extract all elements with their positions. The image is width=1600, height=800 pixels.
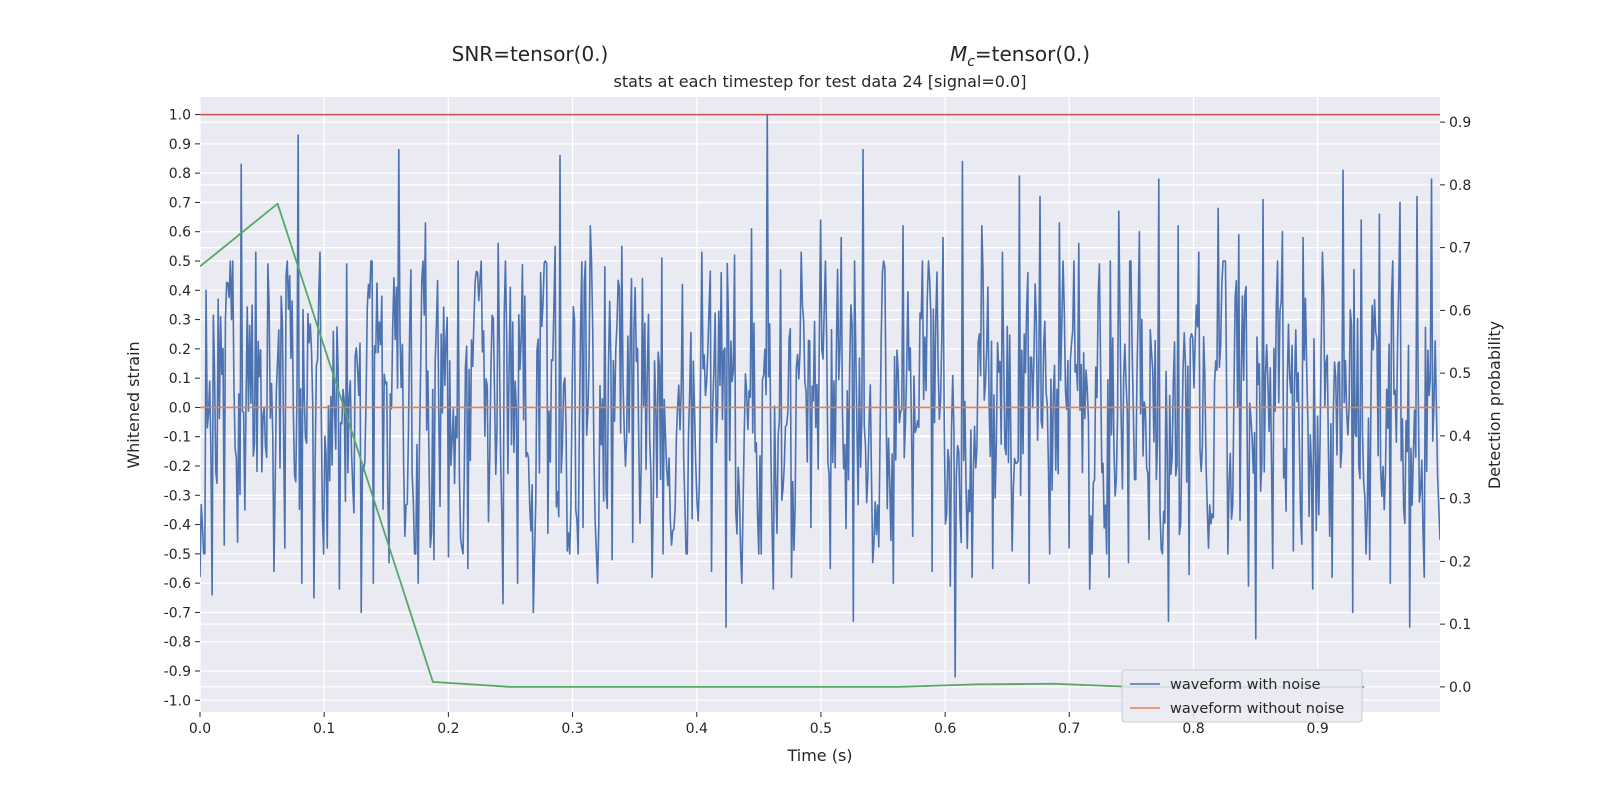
y-tick-label: 0.3 — [169, 313, 191, 329]
y-tick-label: -0.2 — [164, 459, 191, 475]
y-tick-label: -0.4 — [164, 518, 191, 534]
legend-entry-noise: waveform with noise — [1170, 677, 1321, 693]
y-tick-label: 0.6 — [169, 225, 191, 241]
y2-axis-label: Detection probability — [1485, 321, 1504, 489]
y2-tick-label: 0.9 — [1449, 115, 1471, 131]
x-tick-label: 0.3 — [561, 721, 583, 737]
chirp-mass-annotation: Mc=tensor(0.) — [950, 42, 1090, 70]
y-tick-label: 0.0 — [169, 400, 191, 416]
y2-tick-label: 0.1 — [1449, 617, 1471, 633]
y-tick-label: -0.3 — [164, 488, 191, 504]
plot-area — [200, 97, 1440, 712]
y2-tick-label: 0.5 — [1449, 366, 1471, 382]
y-tick-label: 0.2 — [169, 342, 191, 358]
x-tick-label: 0.0 — [189, 721, 211, 737]
legend-entry-clean: waveform without noise — [1170, 701, 1344, 717]
x-tick-label: 0.8 — [1182, 721, 1204, 737]
y-tick-label: 0.5 — [169, 254, 191, 270]
x-tick-label: 0.7 — [1058, 721, 1080, 737]
y2-tick-label: 0.0 — [1449, 680, 1471, 696]
y-tick-label: -0.9 — [164, 664, 191, 680]
x-axis: 0.0 0.1 0.2 0.3 0.4 0.5 0.6 0.7 0.8 0.9 — [189, 712, 1329, 737]
x-tick-label: 0.9 — [1307, 721, 1329, 737]
y2-tick-label: 0.6 — [1449, 303, 1471, 319]
y-tick-label: 0.8 — [169, 166, 191, 182]
y-tick-label: -0.7 — [164, 605, 191, 621]
y-tick-label: -0.8 — [164, 635, 191, 651]
legend: waveform with noise waveform without noi… — [1121, 669, 1363, 723]
y-tick-label: 0.7 — [169, 195, 191, 211]
snr-annotation: SNR=tensor(0.) — [452, 42, 609, 66]
chirp-mass-value: =tensor(0.) — [975, 42, 1090, 66]
y-tick-label: 0.9 — [169, 137, 191, 153]
y2-tick-label: 0.2 — [1449, 554, 1471, 570]
legend-frame — [1121, 669, 1363, 723]
y-tick-label: 1.0 — [169, 108, 191, 124]
y2-tick-label: 0.7 — [1449, 241, 1471, 257]
y2-tick-label: 0.8 — [1449, 178, 1471, 194]
y-tick-label: -1.0 — [164, 693, 191, 709]
x-tick-label: 0.4 — [686, 721, 708, 737]
y-tick-label: -0.1 — [164, 430, 191, 446]
y2-tick-label: 0.4 — [1449, 429, 1471, 445]
y-axis-label: Whitened strain — [124, 341, 143, 468]
x-axis-label: Time (s) — [786, 746, 852, 765]
y-axis-right: 0.0 0.1 0.2 0.3 0.4 0.5 0.6 0.7 0.8 0.9 — [1440, 115, 1471, 696]
chart-title: stats at each timestep for test data 24 … — [614, 72, 1027, 91]
y-tick-label: 0.4 — [169, 283, 191, 299]
y-tick-label: -0.5 — [164, 547, 191, 563]
series-waveform-with-noise — [200, 113, 1440, 678]
y-tick-label: -0.6 — [164, 576, 191, 592]
x-tick-label: 0.5 — [810, 721, 832, 737]
y-axis-left: -1.0 -0.9 -0.8 -0.7 -0.6 -0.5 -0.4 -0.3 -0.2 -0.1… — [164, 108, 200, 709]
y-tick-label: 0.1 — [169, 371, 191, 387]
chirp-mass-symbol: M — [950, 42, 967, 66]
chirp-mass-subscript: c — [967, 54, 975, 70]
x-tick-label: 0.6 — [934, 721, 956, 737]
x-tick-label: 0.1 — [313, 721, 335, 737]
x-tick-label: 0.2 — [437, 721, 459, 737]
y2-tick-label: 0.3 — [1449, 492, 1471, 508]
